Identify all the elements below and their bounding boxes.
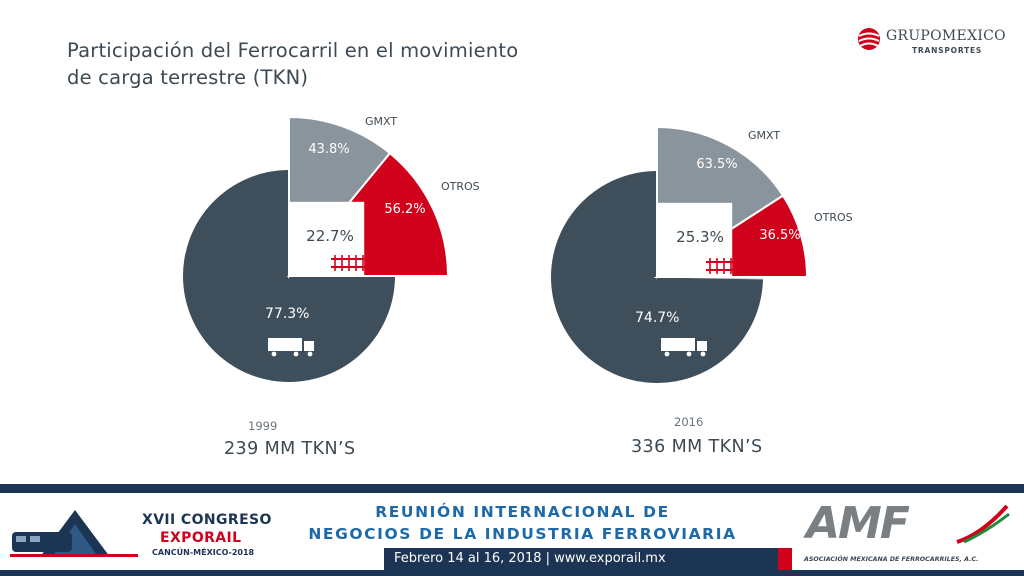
footer-top-stripe bbox=[0, 484, 1024, 493]
amf-swoosh-icon bbox=[956, 504, 1010, 544]
total-1999: 239 MM TKN’S bbox=[224, 439, 356, 459]
page-title: Participación del Ferrocarril en el movi… bbox=[67, 37, 587, 91]
gmxt-legend-1999: GMXT bbox=[365, 115, 397, 128]
year-2016: 2016 bbox=[674, 415, 704, 429]
title-line-1: Participación del Ferrocarril en el movi… bbox=[67, 39, 519, 62]
truck-trailer-icon-2016 bbox=[661, 338, 695, 351]
date-bar-accent bbox=[778, 548, 792, 570]
logo-sub: TRANSPORTES bbox=[912, 46, 983, 55]
charts-canvas: 77.3% 22.7% 43.8% 56.2% GMXT OTROS 74.7% 25.3% 6… bbox=[183, 115, 853, 384]
pyramid-train-icon bbox=[10, 510, 138, 557]
rail-box-1999 bbox=[290, 201, 365, 275]
truck-wheel-icon-1999 bbox=[307, 351, 313, 357]
exporail-logo: XVII CONGRESO EXPORAIL CANCÚN-MÉXICO-201… bbox=[10, 500, 272, 566]
truck-share-label-1999: 77.3% bbox=[265, 306, 309, 322]
year-1999: 1999 bbox=[248, 419, 278, 433]
event-date-link[interactable]: Febrero 14 al 16, 2018 | www.exporail.mx bbox=[394, 551, 666, 566]
gmxt-legend-2016: GMXT bbox=[748, 129, 780, 142]
truck-share-label-2016: 74.7% bbox=[635, 310, 679, 326]
otros-share-label-2016: 36.5% bbox=[759, 228, 800, 243]
otros-share-label-1999: 56.2% bbox=[384, 202, 425, 217]
truck-wheel-icon-2016 bbox=[700, 351, 706, 357]
rail-box-2016 bbox=[658, 202, 733, 276]
footer-bottom-stripe bbox=[0, 570, 1024, 576]
rail-share-label-1999: 22.7% bbox=[306, 227, 354, 245]
otros-legend-2016: OTROS bbox=[814, 211, 853, 224]
banner-line-1: REUNIÓN INTERNACIONAL DE bbox=[375, 503, 670, 521]
banner-line-2: NEGOCIOS DE LA INDUSTRIA FERROVIARIA bbox=[308, 525, 737, 543]
expo-line-3: CANCÚN-MÉXICO-2018 bbox=[152, 548, 255, 557]
truck-wheel-icon-2016 bbox=[664, 351, 670, 357]
truck-wheel-icon-1999 bbox=[271, 351, 277, 357]
date-bar: Febrero 14 al 16, 2018 | www.exporail.mx bbox=[384, 548, 778, 570]
gmxt-share-label-2016: 63.5% bbox=[696, 157, 737, 172]
logo-name: GRUPOMEXICO bbox=[886, 28, 1006, 44]
truck-wheel-icon-2016 bbox=[686, 351, 692, 357]
grupo-mexico-emblem-icon bbox=[858, 28, 880, 50]
expo-line-1: XVII CONGRESO bbox=[142, 512, 272, 528]
gmxt-share-label-1999: 43.8% bbox=[308, 142, 349, 157]
amf-logo: AMF ASOCIACIÓN MEXICANA DE FERROCARRILES… bbox=[802, 498, 1014, 568]
title-line-2: de carga terrestre (TKN) bbox=[67, 66, 309, 89]
total-2016: 336 MM TKN’S bbox=[631, 437, 763, 457]
amf-wordmark: AMF bbox=[806, 498, 910, 549]
truck-trailer-icon-1999 bbox=[268, 338, 302, 351]
amf-full-name: ASOCIACIÓN MEXICANA DE FERROCARRILES, A.… bbox=[804, 556, 979, 563]
rail-share-label-2016: 25.3% bbox=[676, 228, 724, 246]
truck-wheel-icon-1999 bbox=[293, 351, 299, 357]
grupo-mexico-logo: GRUPOMEXICO TRANSPORTES bbox=[856, 24, 1006, 60]
truck-cab-icon-2016 bbox=[697, 341, 707, 351]
expo-line-2: EXPORAIL bbox=[160, 530, 242, 546]
otros-legend-1999: OTROS bbox=[441, 180, 480, 193]
truck-cab-icon-1999 bbox=[304, 341, 314, 351]
